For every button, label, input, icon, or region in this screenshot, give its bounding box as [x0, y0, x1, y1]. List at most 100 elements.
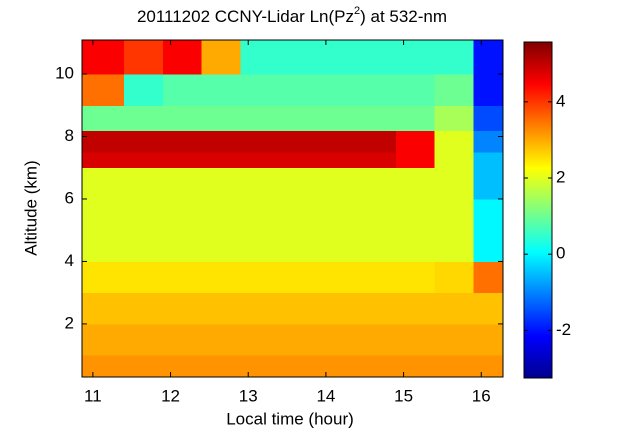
heatmap-cell — [434, 261, 474, 294]
heatmap-cell — [356, 261, 397, 294]
heatmap-cell — [240, 152, 280, 169]
heatmap-cell — [356, 167, 397, 200]
heatmap-cell — [473, 40, 504, 75]
heatmap-cell — [123, 74, 164, 106]
heatmap-cell — [395, 261, 436, 294]
heatmap-cell — [279, 130, 319, 153]
heatmap-cell — [240, 355, 280, 378]
heatmap-cell — [240, 74, 280, 106]
y-tick-label: 10 — [55, 64, 74, 83]
heatmap-cell — [240, 198, 280, 231]
heatmap-cell — [279, 74, 319, 106]
heatmap-cell — [395, 323, 436, 356]
heatmap-cell — [434, 105, 474, 131]
heatmap-cell — [82, 292, 125, 325]
x-tick-label: 11 — [84, 386, 102, 405]
heatmap-cell — [123, 198, 164, 231]
heatmap-cell — [473, 130, 504, 153]
heatmap-cell — [162, 130, 203, 153]
heatmap-cell — [434, 152, 474, 169]
heatmap-cell — [356, 152, 397, 169]
y-axis-label: Altitude (km) — [21, 160, 40, 255]
heatmap-cell — [201, 74, 241, 106]
heatmap-cell — [473, 230, 504, 262]
heatmap-cell — [201, 40, 241, 75]
heatmap-cell — [356, 105, 397, 131]
heatmap-cell — [82, 198, 125, 231]
heatmap-cell — [318, 152, 358, 169]
colorbar — [523, 41, 553, 379]
colorbar-tick-label: 4 — [556, 91, 565, 110]
heatmap-cell — [473, 292, 504, 325]
heatmap-cell — [434, 292, 474, 325]
heatmap-cell — [395, 40, 436, 75]
title-part: ) at 532-nm — [360, 7, 447, 26]
heatmap-cell — [395, 74, 436, 106]
x-tick-label: 13 — [239, 386, 258, 405]
heatmap-cell — [434, 230, 474, 262]
heatmap-cell — [162, 152, 203, 169]
heatmap-cell — [395, 152, 436, 169]
y-tick-label: 8 — [65, 126, 74, 145]
heatmap-cell — [434, 355, 474, 378]
heatmap-cell — [240, 230, 280, 262]
heatmap-cell — [201, 167, 241, 200]
heatmap-cell — [82, 355, 125, 378]
heatmap-cell — [356, 74, 397, 106]
heatmap-cell — [279, 323, 319, 356]
heatmap-cell — [279, 198, 319, 231]
heatmap-cell — [279, 230, 319, 262]
heatmap-cell — [356, 40, 397, 75]
heatmap-cell — [201, 152, 241, 169]
heatmap-cell — [240, 105, 280, 131]
heatmap-cell — [473, 167, 504, 200]
heatmap-cell — [123, 323, 164, 356]
plot-area — [82, 40, 504, 378]
heatmap-cell — [356, 292, 397, 325]
heatmap-cell — [123, 152, 164, 169]
heatmap-cell — [279, 355, 319, 378]
heatmap-cell — [318, 167, 358, 200]
heatmap-cell — [434, 167, 474, 200]
heatmap-cell — [82, 105, 125, 131]
x-tick-label: 16 — [472, 386, 491, 405]
heatmap-cell — [473, 105, 504, 131]
heatmap-cell — [240, 323, 280, 356]
heatmap-cell — [82, 230, 125, 262]
heatmap-cell — [279, 152, 319, 169]
heatmap-cell — [162, 323, 203, 356]
heatmap-cell — [473, 74, 504, 106]
heatmap-cell — [395, 230, 436, 262]
x-axis-label: Local time (hour) — [226, 409, 354, 428]
colorbar-tick-label: -2 — [556, 320, 571, 339]
heatmap-cell — [318, 355, 358, 378]
heatmap-cell — [201, 261, 241, 294]
x-tick-label: 12 — [161, 386, 180, 405]
y-tick-label: 2 — [65, 313, 74, 332]
heatmap-cell — [395, 355, 436, 378]
heatmap-cell — [162, 261, 203, 294]
heatmap-cell — [356, 355, 397, 378]
heatmap-cell — [434, 40, 474, 75]
heatmap-cell — [123, 167, 164, 200]
heatmap-cell — [356, 323, 397, 356]
heatmap-cell — [123, 130, 164, 153]
heatmap-cell — [162, 167, 203, 200]
heatmap-cell — [356, 198, 397, 231]
heatmap-cell — [434, 130, 474, 153]
heatmap-cell — [201, 230, 241, 262]
heatmap-cell — [240, 292, 280, 325]
heatmap-cell — [279, 167, 319, 200]
heatmap-cell — [201, 130, 241, 153]
heatmap-cell — [82, 261, 125, 294]
heatmap-cell — [356, 230, 397, 262]
heatmap-cell — [240, 130, 280, 153]
heatmap-cell — [395, 130, 436, 153]
heatmap-cell — [162, 40, 203, 75]
heatmap-cell — [356, 130, 397, 153]
heatmap-cell — [82, 74, 125, 106]
heatmap-cell — [318, 323, 358, 356]
heatmap-cell — [318, 40, 358, 75]
heatmap-cell — [395, 198, 436, 231]
